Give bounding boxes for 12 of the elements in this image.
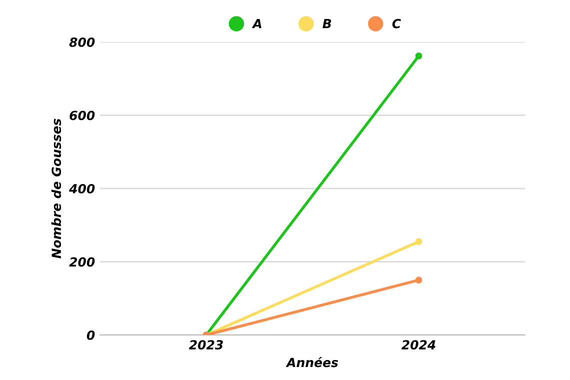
legend-label: C <box>392 18 401 28</box>
y-tick-label: 600 <box>70 110 95 120</box>
y-axis-title: Nombre de Gousses <box>51 118 62 258</box>
x-tick-label: 2023 <box>188 340 223 350</box>
y-tick-label: 400 <box>69 184 95 194</box>
x-axis-title: Années <box>286 357 338 368</box>
legend-label: A <box>252 19 262 28</box>
x-tick-label: 2024 <box>401 340 436 350</box>
y-tick-label: 0 <box>86 330 95 340</box>
y-tick-label: 800 <box>69 37 95 47</box>
legend-label: B <box>322 19 332 28</box>
y-tick-label: 200 <box>69 257 95 267</box>
